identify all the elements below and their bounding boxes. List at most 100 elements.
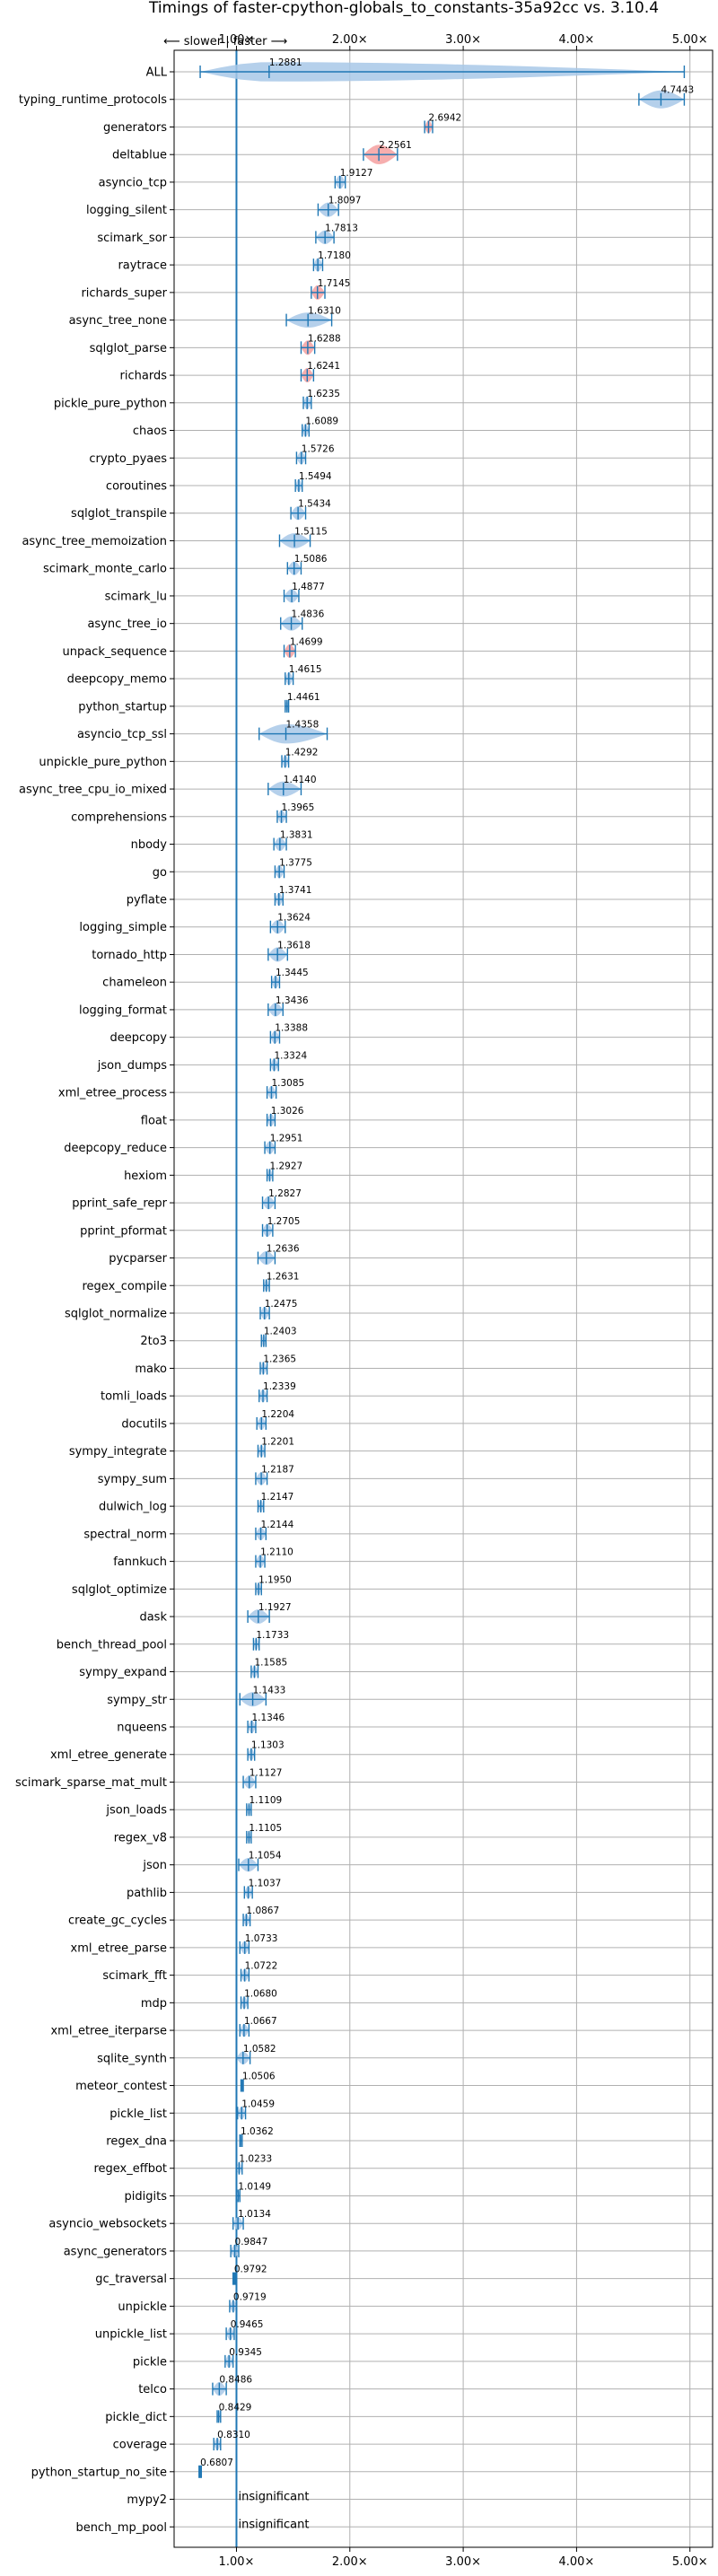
- value-label: 1.0733: [245, 1933, 278, 1944]
- benchmark-label: pycparser: [109, 1252, 167, 1266]
- benchmark-label: python_startup: [78, 700, 167, 714]
- value-label: 1.3624: [277, 913, 311, 924]
- violin-mark: [230, 2244, 240, 2258]
- violin-mark: [363, 145, 398, 164]
- violin-mark: [266, 1169, 274, 1182]
- benchmark-label: json: [142, 1859, 167, 1872]
- benchmark-label: scimark_fft: [102, 1969, 167, 1983]
- x-tick-label-bottom: 1.00×: [219, 2555, 255, 2569]
- benchmark-label: asyncio_tcp_ssl: [77, 728, 167, 741]
- value-label: 1.4615: [289, 664, 322, 675]
- violin-mark: [266, 1113, 276, 1127]
- benchmark-label: richards: [120, 370, 168, 383]
- value-label: 1.2204: [261, 1409, 294, 1420]
- value-label: 1.2927: [269, 1161, 302, 1171]
- benchmark-label: meteor_contest: [75, 2080, 167, 2093]
- violin-mark: [274, 892, 284, 907]
- value-label: 1.6235: [307, 389, 340, 399]
- violin-mark: [315, 230, 335, 244]
- value-label: 2.6942: [428, 112, 461, 123]
- value-label: 1.1037: [249, 1878, 282, 1888]
- insignificant-label: insignificant: [238, 2491, 309, 2504]
- value-label: 1.0582: [243, 2044, 276, 2055]
- value-label: 1.1105: [249, 1823, 282, 1834]
- benchmark-label: deepcopy_reduce: [64, 1142, 167, 1155]
- benchmark-label: comprehensions: [71, 810, 167, 824]
- violin-mark: [334, 175, 346, 189]
- violin-mark: [259, 1362, 268, 1375]
- value-label: 1.5494: [299, 471, 332, 482]
- x-tick-label-bottom: 3.00×: [445, 2555, 481, 2569]
- value-label: 1.2201: [261, 1437, 294, 1448]
- value-label: 1.1054: [249, 1851, 282, 1862]
- benchmark-label: pathlib: [127, 1887, 167, 1900]
- value-label: 1.4699: [290, 636, 323, 647]
- violin-mark: [295, 451, 307, 465]
- violin-mark: [278, 533, 311, 548]
- x-tick-label-top: 4.00×: [558, 33, 594, 47]
- violin-mark: [270, 976, 281, 989]
- benchmark-label: pickle_dict: [105, 2411, 167, 2424]
- violin-mark: [247, 1609, 270, 1625]
- value-label: 1.3741: [279, 885, 312, 896]
- value-label: 1.0867: [246, 1906, 279, 1916]
- value-label: 1.5434: [298, 499, 331, 510]
- violin-mark: [261, 1223, 274, 1237]
- value-label: 2.2561: [379, 140, 412, 151]
- benchmark-label: deepcopy: [109, 1031, 167, 1045]
- benchmark-label: sqlglot_optimize: [72, 1583, 167, 1597]
- benchmark-label: async_tree_cpu_io_mixed: [19, 784, 167, 797]
- violin-mark: [267, 947, 289, 962]
- benchmark-label: coroutines: [106, 480, 167, 494]
- violin-mark: [258, 1389, 268, 1403]
- value-label: 1.3085: [271, 1078, 304, 1089]
- benchmark-label: mako: [135, 1362, 167, 1376]
- value-label: 0.9847: [235, 2237, 268, 2247]
- benchmark-label: scimark_lu: [105, 590, 167, 603]
- value-label: 1.4836: [292, 609, 325, 620]
- violin-mark: [237, 2107, 247, 2120]
- violin-mark: [239, 2023, 250, 2037]
- violin-mark: [269, 920, 286, 934]
- direction-label: ⟵ slower | faster ⟶: [163, 35, 287, 48]
- violin-mark: [232, 2217, 244, 2230]
- benchmark-label: async_tree_io: [87, 618, 167, 631]
- violin-mark: [300, 340, 316, 355]
- x-tick-label-top: 1.00×: [219, 33, 255, 47]
- value-label: 1.0149: [238, 2181, 271, 2192]
- benchmark-label: sqlglot_transpile: [71, 507, 167, 521]
- value-label: 1.1109: [249, 1795, 282, 1806]
- violin-mark: [239, 2134, 243, 2147]
- violin-mark: [255, 1527, 267, 1541]
- value-label: 1.0233: [239, 2154, 272, 2165]
- violin-mark: [424, 120, 433, 134]
- value-label: 1.3436: [276, 995, 309, 1006]
- violin-mark: [246, 1830, 252, 1844]
- benchmark-label: nbody: [131, 838, 168, 852]
- value-label: 1.2144: [261, 1520, 294, 1530]
- benchmark-label: logging_simple: [79, 921, 167, 934]
- marks-layer: [198, 50, 686, 2547]
- value-label: 1.0680: [244, 1988, 277, 1999]
- value-label: 1.2881: [269, 57, 302, 68]
- value-label: 1.7180: [318, 250, 351, 261]
- x-tick-label-bottom: 5.00×: [672, 2555, 708, 2569]
- benchmark-label: ALL: [146, 66, 168, 80]
- violin-mark: [260, 1334, 267, 1347]
- benchmark-label: scimark_monte_carlo: [43, 563, 167, 576]
- benchmark-label: dask: [139, 1611, 167, 1625]
- violin-mark: [213, 2438, 222, 2451]
- value-label: 0.9465: [231, 2319, 264, 2330]
- violin-mark: [267, 1003, 284, 1017]
- value-label: 0.8429: [219, 2402, 252, 2413]
- violin-mark: [294, 478, 303, 493]
- benchmark-label: sympy_sum: [98, 1473, 167, 1486]
- insignificant-label: insignificant: [238, 2518, 309, 2531]
- value-label: 1.1346: [251, 1713, 285, 1723]
- value-label: 0.9345: [229, 2347, 262, 2358]
- benchmark-label: float: [141, 1114, 167, 1127]
- benchmark-label: chameleon: [102, 977, 167, 990]
- value-label: 1.4292: [285, 747, 319, 758]
- violin-mark: [252, 1637, 260, 1651]
- value-label: 1.4358: [286, 720, 320, 731]
